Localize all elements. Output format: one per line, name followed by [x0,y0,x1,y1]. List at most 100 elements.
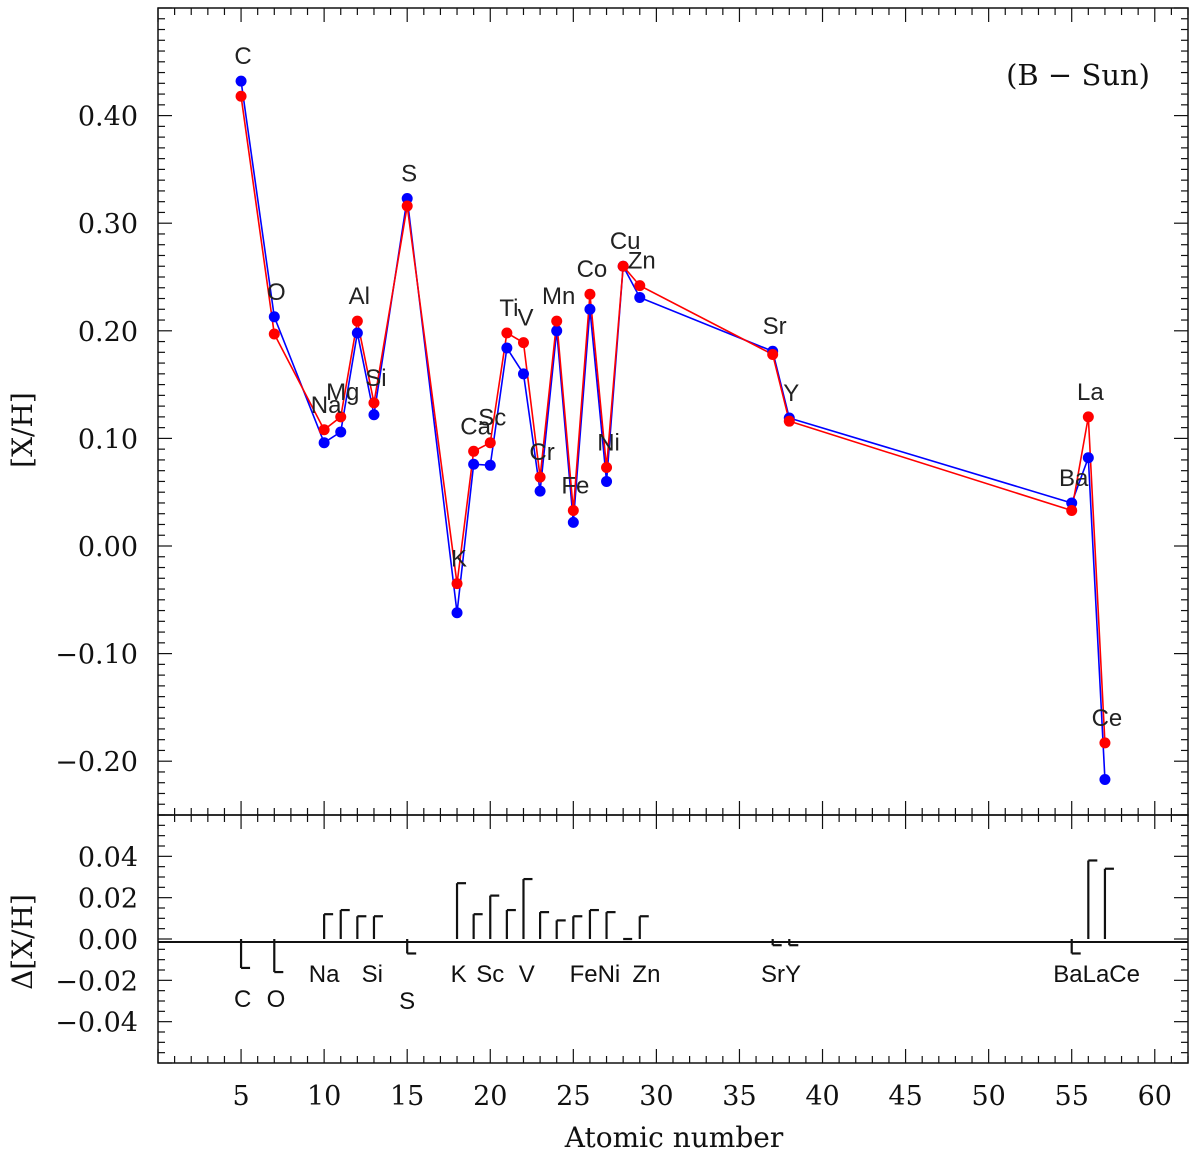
x-tick-label: 5 [232,1081,249,1112]
data-point-red [767,348,779,360]
data-point-red [1099,737,1111,749]
data-point-blue [584,303,596,315]
x-tick-label: 40 [805,1081,839,1112]
delta-label: FeNi [570,961,621,988]
delta-label: Sc [476,961,504,988]
x-tick-label: 60 [1138,1081,1172,1112]
series-line-blue [240,81,1106,780]
delta-label: SrY [761,961,801,988]
delta-label: BaLaCe [1053,961,1140,988]
top-y-tick-label: 0.30 [78,209,138,240]
data-point-blue [351,327,363,339]
data-point-blue [1066,497,1078,509]
data-point-blue [451,607,463,619]
bottom-panel-frame [157,814,1189,1064]
top-panel-series [235,75,1111,785]
data-point-blue [601,475,613,487]
element-label-y: Y [783,380,799,407]
delta-label: V [519,961,535,988]
data-point-red [634,280,646,292]
data-point-blue [501,342,513,354]
data-point-red [617,260,629,272]
data-point-red [401,200,413,212]
data-point-blue [484,459,496,471]
top-ylabel: [X/H] [6,392,39,468]
top-y-tick-label: 0.10 [78,424,138,455]
element-label-cr: Cr [529,439,554,466]
data-point-blue [1082,452,1094,464]
element-label-ti: Ti [499,295,518,322]
data-point-red [501,327,513,339]
data-point-red [567,504,579,516]
element-label-fe: Fe [561,472,589,499]
bottom-ylabel: Δ[X/H] [6,894,39,990]
data-point-red [783,415,795,427]
element-label-zn: Zn [628,248,656,275]
element-label-ce: Ce [1092,705,1123,732]
element-label-mn: Mn [542,283,575,310]
data-point-red [451,578,463,590]
data-point-blue [235,75,247,87]
element-label-mg: Mg [326,379,359,406]
data-point-blue [1099,773,1111,785]
element-label-ca: Ca [460,413,491,440]
data-point-red [335,411,347,423]
x-tick-label: 10 [307,1081,341,1112]
delta-label: K [451,961,467,988]
top-y-tick-label: −0.20 [55,747,138,778]
series-line-red [240,96,1106,743]
top-y-tick-label: −0.10 [55,640,138,671]
bottom-panel-bars [239,859,1114,974]
data-point-blue [551,325,563,337]
top-y-tick-label: 0.20 [78,317,138,348]
data-point-red [584,288,596,300]
delta-label: Zn [632,961,660,988]
bottom-y-tick-label: −0.04 [55,1008,138,1039]
delta-label: S [399,988,415,1015]
element-label-co: Co [577,256,608,283]
element-label-cu: Cu [610,228,641,255]
data-point-red [468,445,480,457]
x-tick-label: 15 [390,1081,424,1112]
data-point-blue [335,426,347,438]
element-label-si: Si [365,365,386,392]
delta-label: Si [362,961,383,988]
element-label-v: V [517,305,533,332]
element-label-sc: Sc [478,405,506,432]
element-label-c: C [234,43,251,70]
element-label-sr: Sr [763,313,787,340]
element-label-la: La [1077,379,1104,406]
data-point-red [484,437,496,449]
x-tick-label: 55 [1055,1081,1089,1112]
delta-label: O [267,986,286,1013]
data-point-red [1082,411,1094,423]
data-point-red [268,328,280,340]
panel-annotation: (B − Sun) [1006,58,1150,92]
data-point-red [1066,504,1078,516]
data-point-blue [268,311,280,323]
data-point-blue [401,192,413,204]
x-tick-label: 25 [556,1081,590,1112]
top-panel-ticks: −0.20 −0.10 0.00 0.10 0.20 0.30 0.40 [55,7,1189,816]
data-point-red [601,461,613,473]
x-tick-label: 35 [722,1081,756,1112]
bottom-y-tick-label: 0.02 [78,884,138,915]
x-tick-label: 20 [473,1081,507,1112]
x-tick-label: 30 [639,1081,673,1112]
element-label-ni: Ni [597,429,620,456]
bottom-y-tick-label: 0.00 [78,925,138,956]
x-axis-title: Atomic number [564,1121,784,1154]
data-point-blue [634,291,646,303]
element-label-na: Na [311,392,342,419]
data-point-red [517,337,529,349]
delta-label: C [234,986,251,1013]
bottom-panel-labels: C O Na Si S K Sc V FeNi Zn SrY BaLaCe [234,961,1140,1015]
data-point-red [368,397,380,409]
data-point-red [534,471,546,483]
data-point-red [351,315,363,327]
element-label-s: S [401,160,417,187]
element-label-al: Al [349,283,370,310]
element-label-k: K [451,546,467,573]
data-point-blue [534,485,546,497]
data-point-red [235,90,247,102]
